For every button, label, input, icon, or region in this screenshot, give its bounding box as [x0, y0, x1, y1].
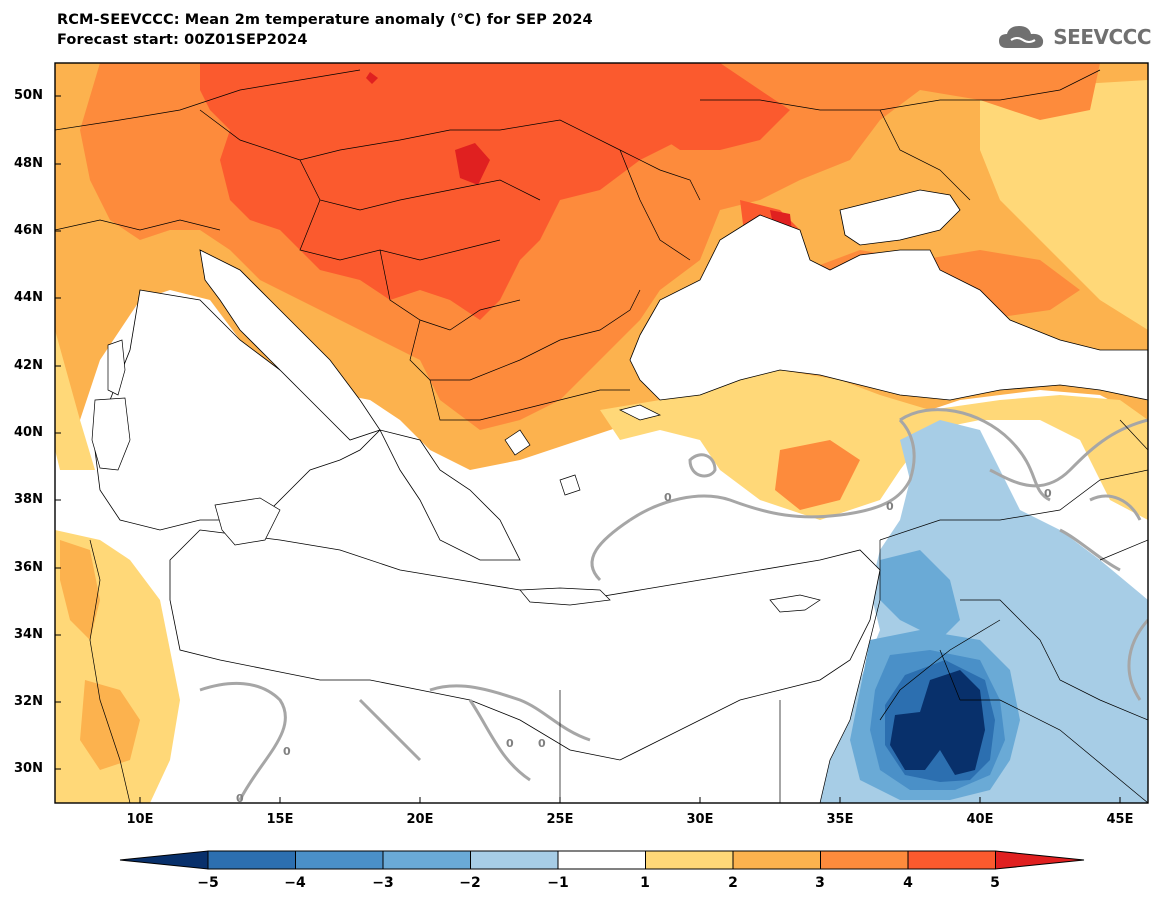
- colorbar-label: −3: [372, 875, 394, 891]
- lat-label: 36N: [14, 560, 43, 575]
- anomaly-zone-1-2-north: [55, 80, 1148, 520]
- contour-label: 0: [538, 737, 546, 750]
- contour-labels: 0 0 0 0 0 0 0: [236, 487, 1052, 805]
- lat-label: 38N: [14, 492, 43, 507]
- colorbar-cell: [295, 850, 384, 870]
- lon-label: 35E: [826, 812, 854, 827]
- colorbar-label: −4: [284, 875, 306, 891]
- lat-label: 30N: [14, 761, 43, 776]
- lon-label: 45E: [1106, 812, 1134, 827]
- lon-label: 20E: [406, 812, 434, 827]
- colorbar-label: 4: [903, 875, 913, 891]
- lat-label: 32N: [14, 694, 43, 709]
- lon-label: 15E: [266, 812, 294, 827]
- colorbar-cell: [119, 850, 209, 870]
- contour-label: 0: [283, 745, 291, 758]
- colorbar-label: 5: [990, 875, 1000, 891]
- lat-label: 50N: [14, 88, 43, 103]
- lat-label: 40N: [14, 425, 43, 440]
- colorbar-label: −1: [547, 875, 569, 891]
- colorbar-cell: [470, 850, 559, 870]
- lat-label: 44N: [14, 290, 43, 305]
- seevccc-logo: SEEVCCC: [997, 22, 1151, 52]
- axis-ticks: [55, 95, 1121, 803]
- colorbar-cell: [645, 850, 734, 870]
- forecast-start-label: Forecast start: 00Z01SEP2024: [57, 32, 308, 48]
- cloud-logo-icon: [999, 26, 1044, 48]
- colorbar-cell: [382, 850, 471, 870]
- black-sea: [629, 214, 1148, 401]
- colorbar-label: 3: [815, 875, 825, 891]
- colorbar-label: −5: [197, 875, 219, 891]
- adriatic-sea: [199, 249, 381, 441]
- contour-label: 0: [236, 792, 244, 805]
- contour-label: 0: [506, 737, 514, 750]
- lat-label: 34N: [14, 627, 43, 642]
- islands: [91, 339, 821, 613]
- logo-text: SEEVCCC: [1053, 25, 1151, 49]
- colorbar-cell: [207, 850, 296, 870]
- lon-label: 40E: [966, 812, 994, 827]
- map-title: RCM-SEEVCCC: Mean 2m temperature anomaly…: [57, 12, 593, 28]
- contour-label: 0: [664, 491, 672, 504]
- anomaly-zone-lt-minus5: [890, 670, 985, 775]
- lat-label: 46N: [14, 223, 43, 238]
- lat-label: 48N: [14, 156, 43, 171]
- colorbar-label: 2: [728, 875, 738, 891]
- lon-label: 10E: [126, 812, 154, 827]
- colorbar: [119, 850, 1085, 870]
- colorbar-label: −2: [459, 875, 481, 891]
- lat-label: 42N: [14, 358, 43, 373]
- colorbar-cell: [995, 850, 1085, 870]
- contour-label: 0: [1044, 487, 1052, 500]
- colorbar-cell: [732, 850, 821, 870]
- colorbar-cell: [557, 850, 646, 870]
- contour-label: 0: [886, 500, 894, 513]
- colorbar-cell: [907, 850, 996, 870]
- sea-of-azov-crimea: [839, 189, 961, 246]
- lon-label: 25E: [546, 812, 574, 827]
- colorbar-label: 1: [640, 875, 650, 891]
- anomaly-zone-africa-orange: [60, 540, 140, 770]
- country-borders: [55, 69, 1148, 803]
- anomaly-zone-4-5: [200, 63, 800, 320]
- colorbar-cell: [820, 850, 909, 870]
- lon-label: 30E: [686, 812, 714, 827]
- zero-contours: [199, 408, 1148, 801]
